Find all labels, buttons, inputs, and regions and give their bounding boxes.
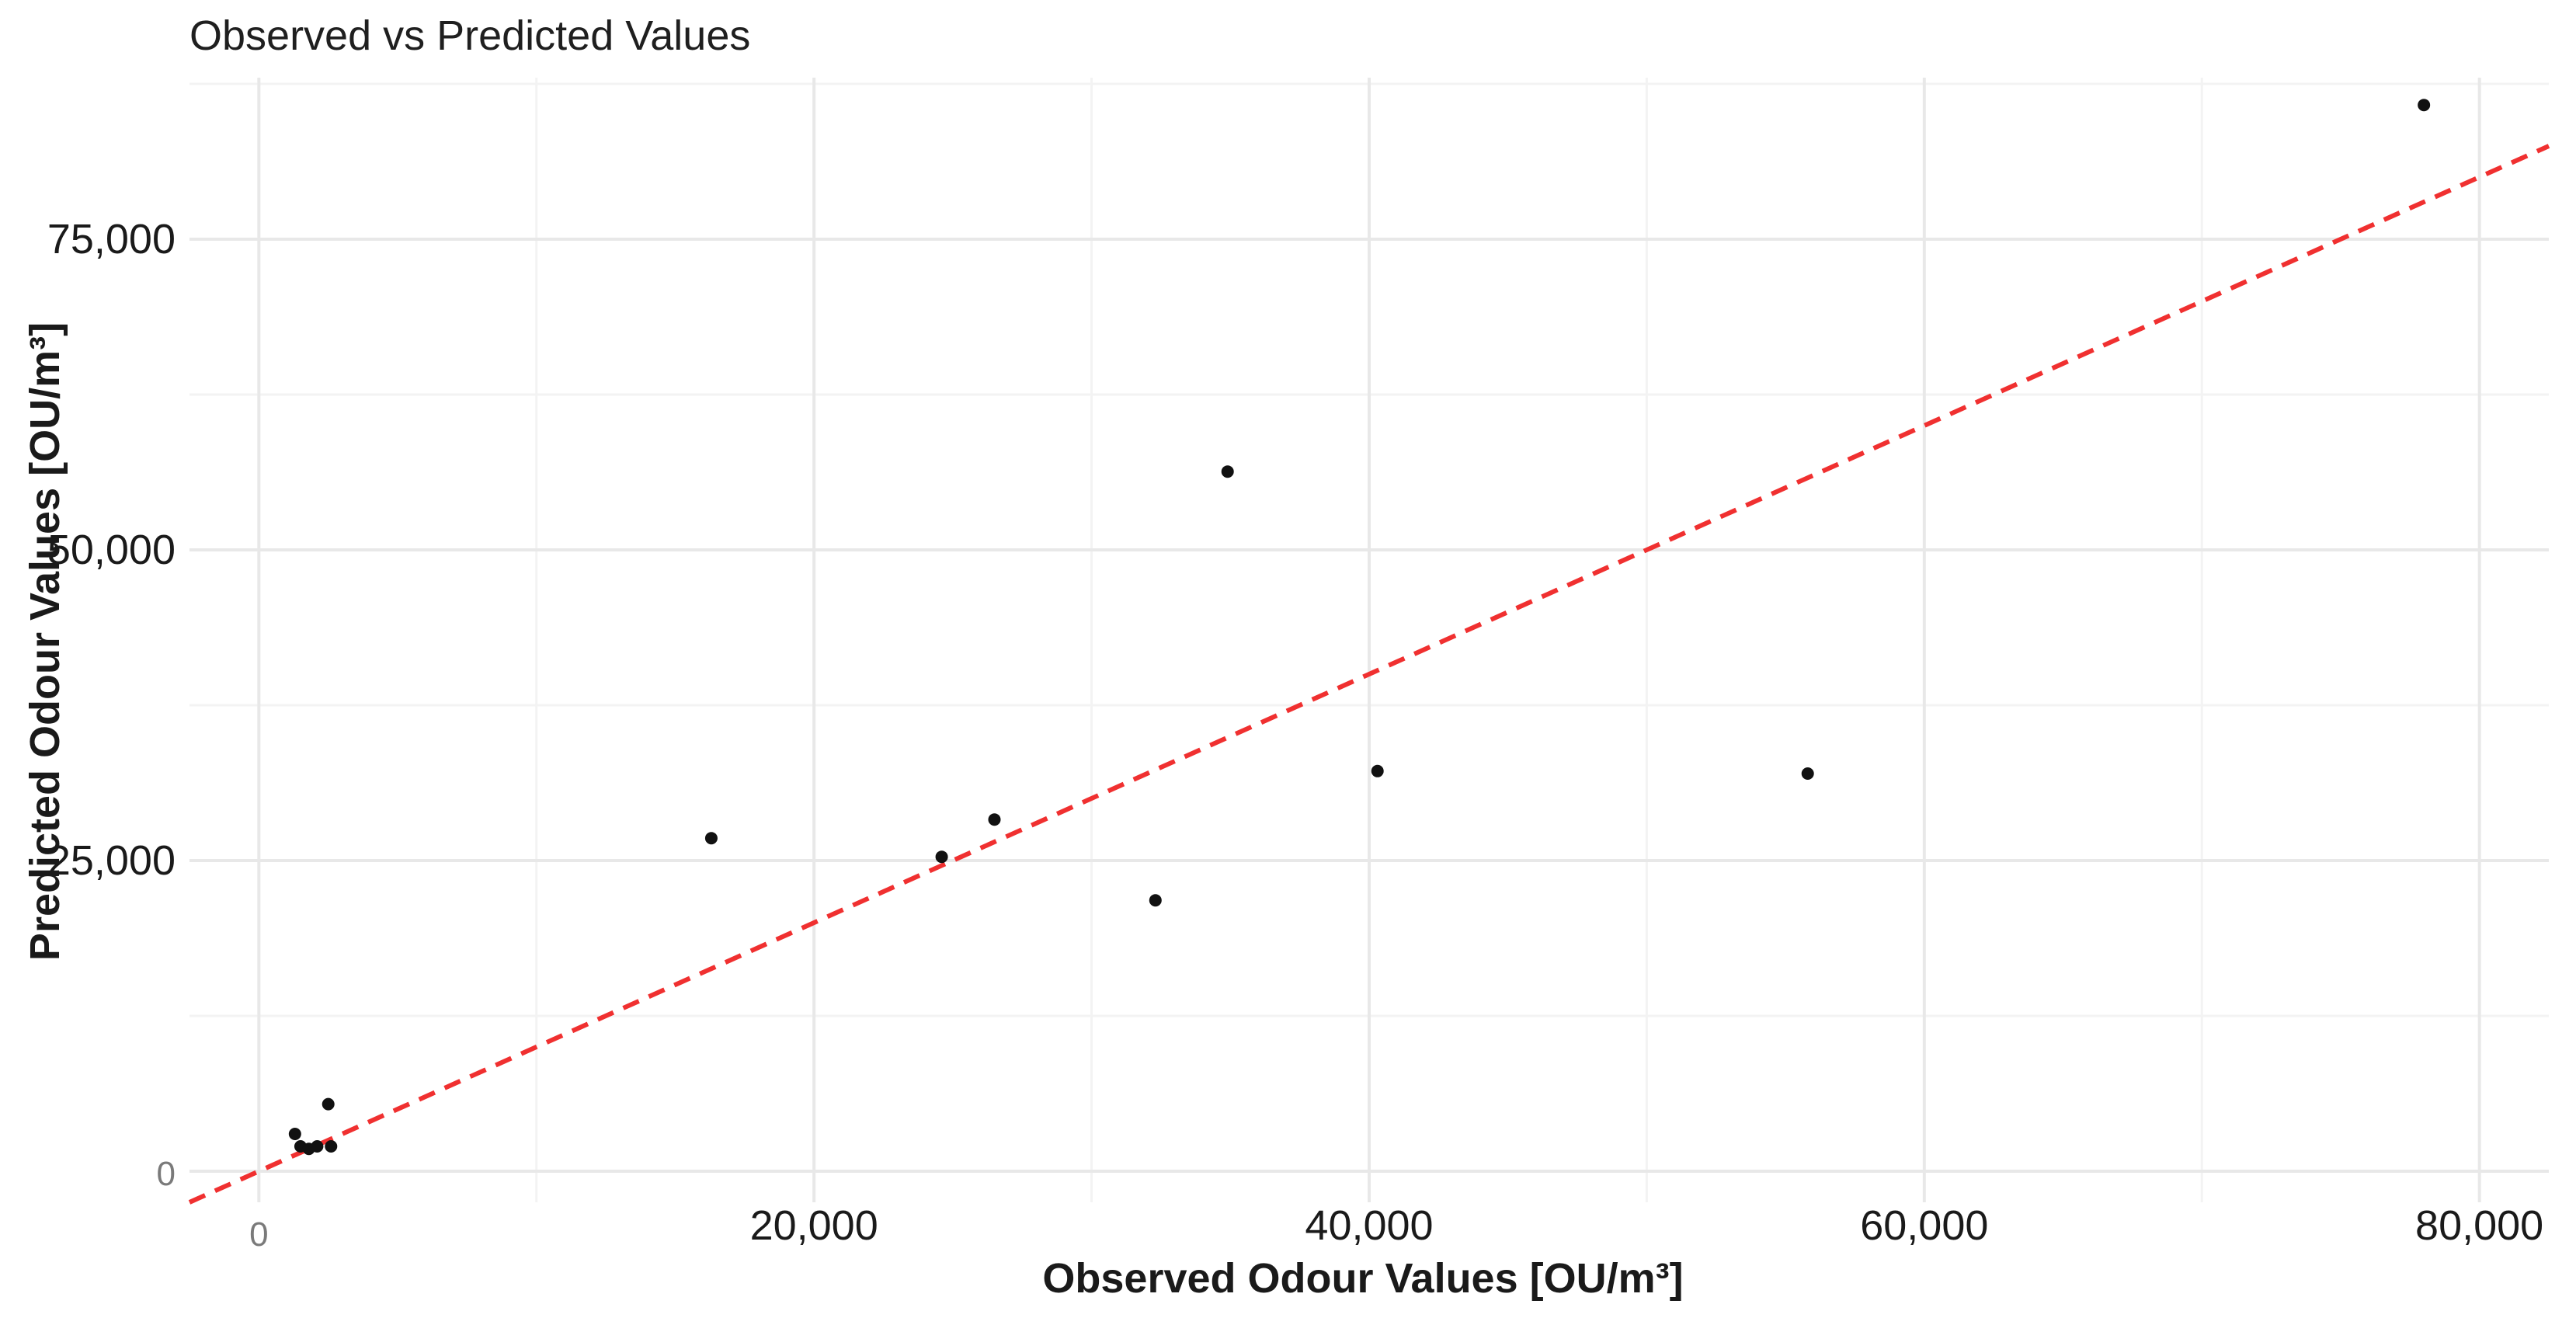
data-point xyxy=(2418,99,2431,112)
data-point xyxy=(1371,764,1384,777)
axis-ticks: 0 20,000 40,000 60,000 80,000 0 25,000 50,000 75… xyxy=(47,216,2543,1254)
data-point xyxy=(325,1140,338,1153)
x-tick-label: 20,000 xyxy=(750,1202,878,1249)
y-tick-label: 0 xyxy=(157,1155,176,1193)
data-point xyxy=(1221,465,1234,478)
data-point xyxy=(935,850,948,864)
x-tick-label: 80,000 xyxy=(2415,1202,2543,1249)
y-tick-label: 25,000 xyxy=(47,837,176,884)
data-point xyxy=(704,832,718,845)
reference-line-y-equals-x xyxy=(188,144,2550,1205)
y-tick-label: 50,000 xyxy=(47,527,176,573)
data-point xyxy=(311,1140,324,1153)
x-tick-label: 40,000 xyxy=(1305,1202,1433,1249)
data-point xyxy=(1149,894,1162,907)
y-axis-label: Predicted Odour Values [OU/m³] xyxy=(22,322,68,961)
data-point xyxy=(1801,767,1814,780)
x-tick-label: 0 xyxy=(249,1215,268,1254)
x-axis-label: Observed Odour Values [OU/m³] xyxy=(1042,1255,1683,1302)
data-point xyxy=(288,1128,301,1140)
data-point xyxy=(988,813,1001,826)
grid xyxy=(189,78,2549,1202)
reference-line-layer xyxy=(188,144,2550,1205)
chart-title: Observed vs Predicted Values xyxy=(189,12,750,59)
data-point xyxy=(322,1097,335,1111)
y-tick-label: 75,000 xyxy=(47,216,176,263)
x-tick-label: 60,000 xyxy=(1860,1202,1988,1249)
data-points xyxy=(288,99,2431,1156)
